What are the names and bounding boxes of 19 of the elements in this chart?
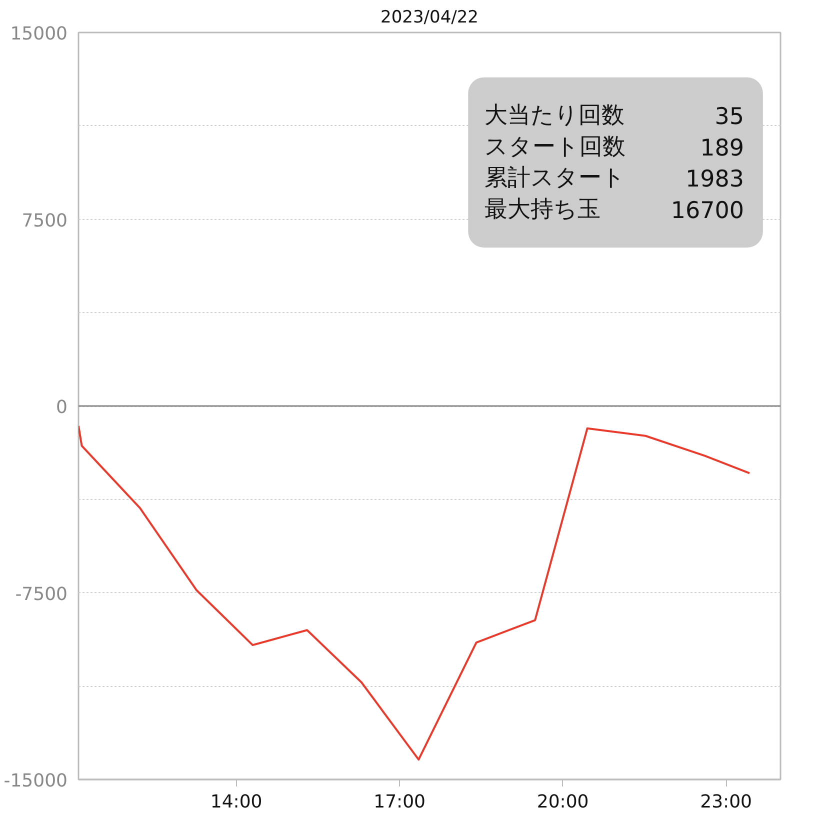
annotation: 累計スタート xyxy=(484,165,626,192)
chart-title: 2023/04/22 xyxy=(380,8,478,28)
y-tick-label: 15000 xyxy=(10,24,68,44)
annotation: 大当たり回数 xyxy=(484,102,624,128)
line-series xyxy=(78,424,750,761)
annotation: 1983 xyxy=(685,166,744,193)
annotation: スタート回数 xyxy=(484,134,626,160)
annotation: 最大持ち玉 xyxy=(484,196,600,223)
y-tick-label: -15000 xyxy=(4,770,68,792)
x-tick-label: 14:00 xyxy=(210,792,262,812)
y-tick-label: 0 xyxy=(56,397,68,418)
x-tick-label: 17:00 xyxy=(374,792,426,812)
y-tick-label: -7500 xyxy=(15,584,68,605)
annotation: 35 xyxy=(714,104,744,130)
annotation: 16700 xyxy=(670,198,744,224)
x-tick-label: 20:00 xyxy=(536,792,589,812)
y-tick-label: 7500 xyxy=(22,210,68,232)
x-tick-label: 23:00 xyxy=(700,792,752,812)
annotation: 189 xyxy=(700,135,744,162)
